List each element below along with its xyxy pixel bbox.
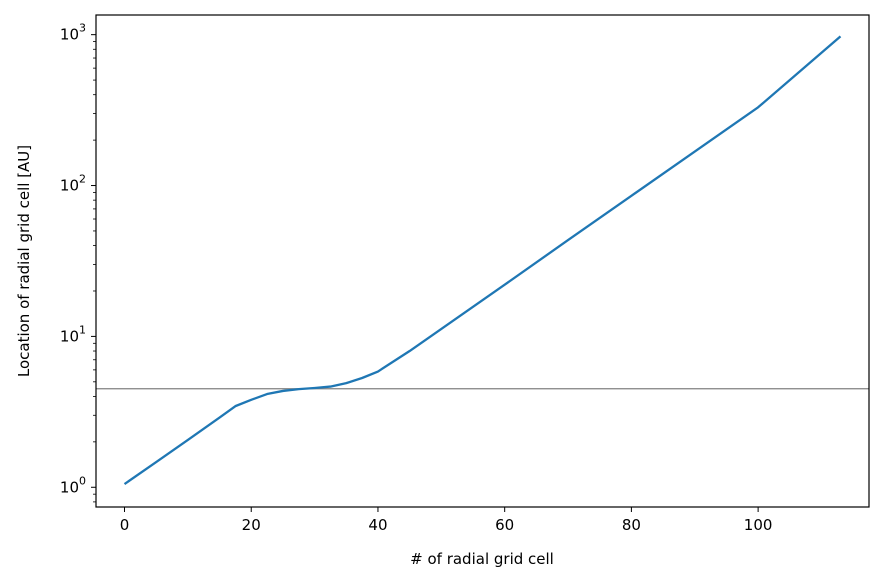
y-axis-label: Location of radial grid cell [AU] [15,145,33,377]
x-tick-label: 40 [368,516,387,534]
x-axis-ticks: 0 20 40 60 80 100 [120,507,773,534]
x-tick-label: 100 [744,516,773,534]
series-line [123,35,842,486]
x-axis-label: # of radial grid cell [410,550,554,568]
series-layer [123,35,842,486]
y-axis-ticks: 100 101 102 103 [60,22,96,503]
x-tick-label: 80 [622,516,641,534]
y-tick-label: 101 [60,323,86,345]
y-tick-label: 100 [60,474,86,496]
x-tick-label: 20 [242,516,261,534]
plot-background [96,15,869,507]
x-tick-label: 0 [120,516,130,534]
y-tick-label: 103 [60,22,86,44]
x-tick-label: 60 [495,516,514,534]
plot-frame [95,14,870,508]
y-tick-label: 102 [60,173,86,195]
